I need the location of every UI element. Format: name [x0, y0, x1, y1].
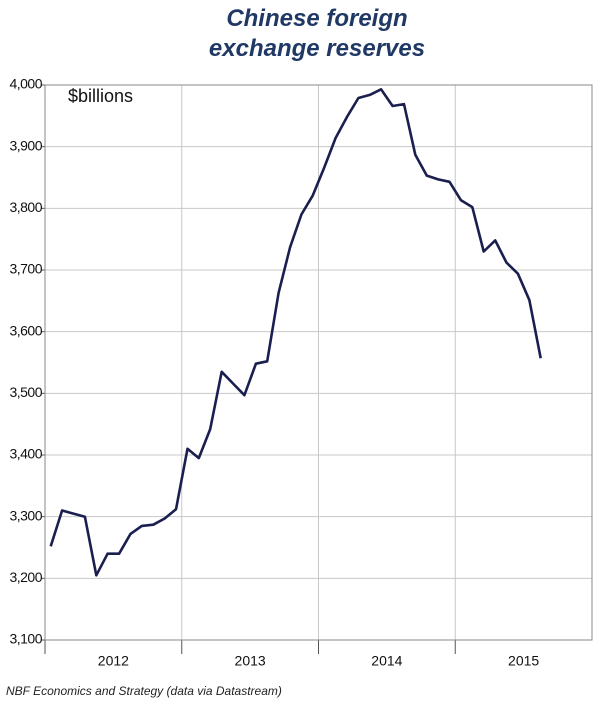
- y-tick-label: 3,200: [9, 569, 42, 585]
- y-tick-label: 3,300: [9, 507, 42, 523]
- y-tick-label: 3,400: [9, 446, 42, 462]
- y-tick-label: 3,600: [9, 322, 42, 338]
- y-tick-label: 3,800: [9, 199, 42, 215]
- chart-title: Chinese foreign exchange reserves: [208, 5, 426, 62]
- y-tick-label: 3,900: [9, 137, 42, 153]
- plot-frame: [44, 84, 593, 641]
- unit-label: $billions: [68, 86, 133, 106]
- x-tick-label: 2015: [508, 653, 539, 669]
- y-tick-label: 4,000: [9, 76, 42, 92]
- y-tick-label: 3,100: [9, 631, 42, 647]
- source-note: NBF Economics and Strategy (data via Dat…: [6, 684, 282, 698]
- y-tick-label: 3,700: [9, 261, 42, 277]
- x-tick-label: 2014: [371, 653, 402, 669]
- data-line: [49, 88, 542, 577]
- y-tick-label: 3,500: [9, 384, 42, 400]
- x-tick-label: 2012: [98, 653, 129, 669]
- x-tick-label: 2013: [235, 653, 266, 669]
